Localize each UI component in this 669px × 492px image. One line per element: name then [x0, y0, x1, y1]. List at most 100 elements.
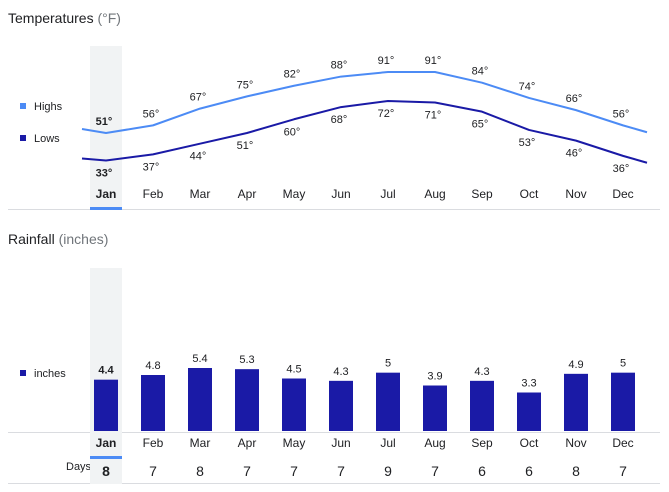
days-value-aug: 7: [431, 463, 439, 479]
temp-tick-jun: Jun: [331, 187, 350, 201]
lows-label-may: 60°: [284, 126, 301, 138]
legend-highs-swatch: [20, 103, 26, 110]
temperatures-unit: (°F): [97, 10, 121, 26]
days-value-oct: 6: [525, 463, 533, 479]
days-value-nov: 8: [572, 463, 580, 479]
days-value-may: 7: [290, 463, 298, 479]
lows-label-aug: 71°: [425, 110, 442, 122]
highs-label-jan: 51°: [96, 116, 113, 128]
temp-tick-jan: Jan: [96, 187, 117, 201]
rain-bar-mar: [188, 368, 212, 431]
temp-tick-dec: Dec: [612, 187, 633, 201]
rain-label-dec: 5: [620, 358, 626, 370]
days-value-jan: 8: [102, 463, 110, 479]
rain-label-jun: 4.3: [333, 366, 348, 378]
rain-bar-jan: [94, 379, 118, 431]
rain-tick-nov: Nov: [565, 436, 586, 450]
rainfall-title-text: Rainfall: [8, 231, 55, 247]
rain-label-jul: 5: [385, 358, 391, 370]
legend-lows-label: Lows: [34, 133, 60, 145]
lows-label-dec: 36°: [613, 163, 630, 175]
legend-highs-label: Highs: [34, 101, 63, 113]
temp-tick-mar: Mar: [190, 187, 211, 201]
rain-bar-jul: [376, 372, 400, 431]
rain-bar-jun: [329, 380, 353, 431]
rain-label-feb: 4.8: [145, 360, 160, 372]
highs-label-sep: 84°: [472, 66, 489, 78]
days-value-sep: 6: [478, 463, 486, 479]
rain-label-oct: 3.3: [521, 378, 536, 390]
bottom-divider: [8, 483, 660, 484]
rain-tick-apr: Apr: [238, 436, 257, 450]
lows-label-jul: 72°: [378, 108, 395, 120]
selected-month-underline-temps: [90, 207, 122, 210]
rain-tick-mar: Mar: [190, 436, 211, 450]
rain-tick-jun: Jun: [331, 436, 350, 450]
lows-label-feb: 37°: [143, 161, 160, 173]
rain-bar-nov: [564, 373, 588, 431]
highs-label-apr: 75°: [237, 79, 254, 91]
temp-tick-nov: Nov: [565, 187, 586, 201]
temp-tick-jul: Jul: [380, 187, 395, 201]
rain-label-aug: 3.9: [427, 371, 442, 383]
days-label: Days: [66, 461, 92, 473]
temp-tick-sep: Sep: [471, 187, 493, 201]
days-value-apr: 7: [243, 463, 251, 479]
lows-label-apr: 51°: [237, 140, 254, 152]
selected-month-underline-rain: [90, 456, 122, 459]
rainfall-axis-line: [8, 432, 660, 433]
rain-bar-may: [282, 378, 306, 431]
legend-lows: Lows: [20, 133, 60, 145]
rain-label-may: 4.5: [286, 364, 301, 376]
days-value-jul: 9: [384, 463, 392, 479]
rain-label-nov: 4.9: [568, 359, 583, 371]
highs-label-jul: 91°: [378, 55, 395, 67]
rain-bar-oct: [517, 392, 541, 431]
legend-inches-swatch: [20, 370, 26, 377]
rain-tick-jan: Jan: [96, 436, 117, 450]
rain-tick-feb: Feb: [143, 436, 164, 450]
days-value-dec: 7: [619, 463, 627, 479]
rain-bar-dec: [611, 372, 635, 431]
highs-label-jun: 88°: [331, 60, 348, 72]
rain-label-mar: 5.4: [192, 353, 207, 365]
lows-label-oct: 53°: [519, 137, 536, 149]
selected-column-highlight-rain: [90, 268, 122, 484]
rain-bar-aug: [423, 385, 447, 431]
lows-line: [81, 99, 648, 164]
temp-tick-feb: Feb: [143, 187, 164, 201]
days-value-feb: 7: [149, 463, 157, 479]
rain-label-apr: 5.3: [239, 354, 254, 366]
legend-inches-label: inches: [34, 368, 66, 380]
lows-label-jun: 68°: [331, 114, 348, 126]
rain-tick-sep: Sep: [471, 436, 493, 450]
highs-label-nov: 66°: [566, 93, 583, 105]
lows-label-mar: 44°: [190, 151, 207, 163]
rainfall-unit: (inches): [58, 231, 109, 247]
lows-label-nov: 46°: [566, 148, 583, 160]
lows-label-sep: 65°: [472, 119, 489, 131]
rain-tick-may: May: [283, 436, 306, 450]
rain-bar-feb: [141, 375, 165, 431]
days-value-mar: 8: [196, 463, 204, 479]
highs-label-feb: 56°: [143, 108, 160, 120]
rain-label-jan: 4.4: [98, 365, 114, 377]
rainfall-title: Rainfall (inches): [8, 231, 108, 247]
legend-inches: inches: [20, 368, 66, 380]
selected-column-highlight-temps: [90, 46, 122, 210]
highs-label-dec: 56°: [613, 108, 630, 120]
rain-tick-jul: Jul: [380, 436, 395, 450]
highs-label-mar: 67°: [190, 92, 207, 104]
temperatures-title-text: Temperatures: [8, 10, 94, 26]
temperatures-title: Temperatures (°F): [8, 10, 121, 26]
lows-label-jan: 33°: [96, 167, 113, 179]
days-value-jun: 7: [337, 463, 345, 479]
temp-tick-oct: Oct: [520, 187, 539, 201]
temperatures-divider: [8, 209, 660, 210]
legend-highs: Highs: [20, 101, 62, 113]
rain-label-sep: 4.3: [474, 366, 489, 378]
rain-tick-dec: Dec: [612, 436, 633, 450]
highs-line: [81, 71, 648, 134]
rain-bar-sep: [470, 380, 494, 431]
